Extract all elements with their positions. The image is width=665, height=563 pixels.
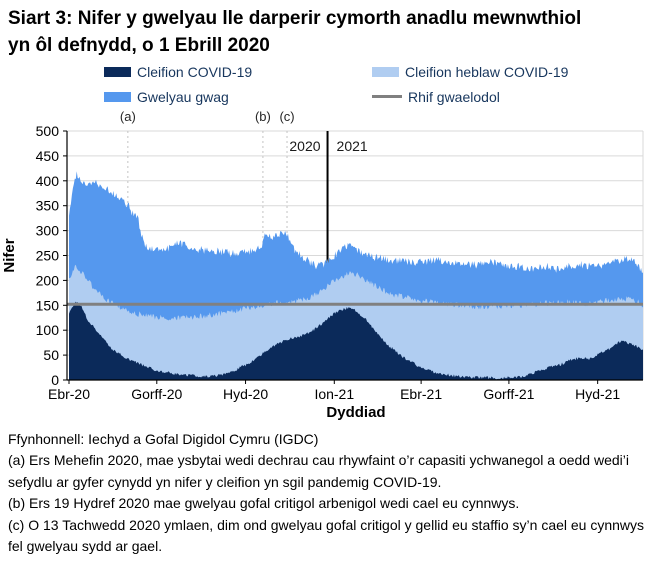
x-tick-label: Ion-21 [314, 386, 354, 402]
legend-item-covid-patients: Cleifion COVID-19 [104, 64, 372, 80]
x-tick-label: Gorff-21 [483, 386, 534, 402]
area-covid-patients [69, 301, 643, 380]
y-axis-title: Nifer [1, 238, 18, 272]
legend-item-non-covid-patients: Cleifion heblaw COVID-19 [372, 64, 665, 80]
non-covid-patients-swatch-icon [372, 66, 399, 77]
page-title: Siart 3: Nifer y gwelyau lle darperir cy… [8, 8, 582, 56]
legend-label: Gwelyau gwag [137, 88, 229, 105]
y-tick-label: 500 [36, 123, 60, 139]
x-tick-label: Hyd-20 [223, 386, 268, 402]
stacked-area-chart: 0 50 100 150 200 250 300 350 400 450 500 Ebr-20 Gorf… [1, 109, 644, 421]
chart-legend: Cleifion COVID-19 Cleifion heblaw COVID-… [104, 64, 665, 105]
annotation-label: (b) [255, 109, 271, 124]
footnote-a: (a) Ers Mehefin 2020, mae ysbytai wedi d… [8, 452, 629, 490]
covid-patients-swatch-icon [104, 66, 131, 77]
y-tick-label: 400 [36, 173, 60, 189]
annotation-label: (c) [279, 109, 294, 124]
x-tick-label: Hyd-21 [575, 386, 620, 402]
y-tick-label: 250 [36, 247, 60, 263]
legend-item-empty-beds: Gwelyau gwag [104, 89, 372, 105]
year-label-right: 2021 [337, 138, 368, 154]
y-tick-label: 100 [36, 322, 60, 338]
x-tick-label: Gorff-20 [131, 386, 182, 402]
legend-label: Cleifion COVID-19 [137, 63, 253, 80]
y-tick-label: 300 [36, 223, 60, 239]
legend-item-baseline: Rhif gwaelodol [372, 89, 665, 105]
y-tick-label: 200 [36, 272, 60, 288]
footnote-c: (c) O 13 Tachwedd 2020 ymlaen, dim ond g… [8, 516, 645, 555]
y-tick-label: 350 [36, 198, 60, 214]
empty-beds-swatch-icon [104, 91, 131, 102]
legend-label: Rhif gwaelodol [408, 88, 500, 105]
x-axis-title: Dyddiad [326, 404, 385, 421]
baseline-line-swatch-icon [372, 95, 402, 99]
y-tick-label: 150 [36, 297, 60, 313]
footnotes: Ffynhonnell: Iechyd a Gofal Digidol Cymr… [8, 429, 657, 558]
y-tick-label: 50 [43, 347, 59, 363]
y-tick-label: 450 [36, 148, 60, 164]
footnote-b: (b) Ers 19 Hydref 2020 mae gwelyau gofal… [8, 495, 520, 512]
year-label-left: 2020 [289, 138, 320, 154]
footnote-source: Ffynhonnell: Iechyd a Gofal Digidol Cymr… [8, 430, 319, 447]
y-tick-label: 0 [51, 372, 59, 388]
legend-label: Cleifion heblaw COVID-19 [405, 63, 569, 80]
annotation-label: (a) [120, 109, 136, 124]
x-tick-label: Ebr-21 [400, 386, 442, 402]
x-tick-label: Ebr-20 [48, 386, 90, 402]
